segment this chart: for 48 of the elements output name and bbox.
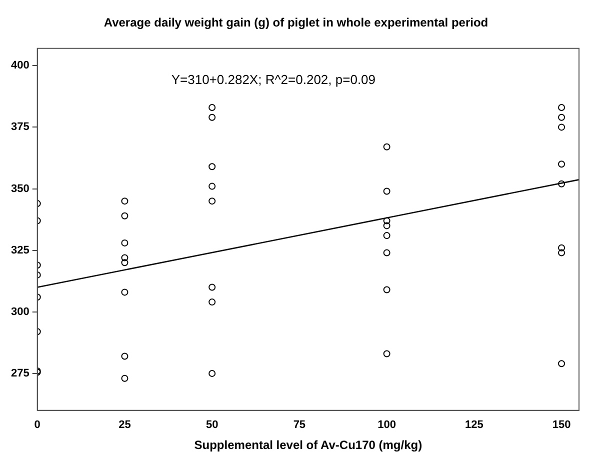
point bbox=[558, 124, 566, 131]
point bbox=[208, 163, 216, 170]
x-tick-label: 0 bbox=[34, 419, 40, 432]
annotation: Y=310+0.282X; R^2=0.202, p=0.09 bbox=[171, 72, 376, 87]
point bbox=[208, 114, 216, 121]
point bbox=[383, 188, 390, 195]
x-tick-label: 50 bbox=[206, 419, 218, 432]
point bbox=[383, 222, 390, 230]
y-tick-label: 400 bbox=[10, 60, 30, 72]
y-tick-label: 275 bbox=[10, 367, 30, 380]
point bbox=[121, 212, 128, 220]
point bbox=[558, 360, 566, 368]
point bbox=[121, 254, 128, 262]
y-tick-label: 375 bbox=[10, 121, 30, 134]
point bbox=[558, 114, 566, 121]
point bbox=[121, 288, 128, 296]
point bbox=[208, 104, 216, 111]
point bbox=[383, 217, 390, 224]
point bbox=[558, 249, 566, 256]
y-tick-label: 300 bbox=[10, 306, 30, 318]
x-tick-label: 75 bbox=[293, 419, 306, 432]
point bbox=[383, 286, 390, 294]
point bbox=[383, 143, 390, 150]
point bbox=[121, 374, 128, 382]
point bbox=[208, 198, 216, 205]
y-tick-label: 350 bbox=[10, 182, 30, 195]
point bbox=[383, 249, 390, 256]
y-tick-label: 325 bbox=[10, 244, 30, 256]
x-tick-label: 150 bbox=[552, 419, 571, 432]
x-tick-label: 125 bbox=[464, 419, 484, 432]
point bbox=[383, 350, 390, 358]
point bbox=[558, 180, 566, 188]
x-tick-label: 100 bbox=[378, 419, 396, 432]
point bbox=[121, 259, 128, 266]
point bbox=[208, 370, 216, 377]
chart-title: Average daily weight gain (g) of piglet in whole experimental period bbox=[104, 16, 488, 30]
point bbox=[383, 232, 390, 240]
point bbox=[208, 284, 216, 291]
point bbox=[121, 352, 128, 360]
point bbox=[208, 182, 216, 190]
point bbox=[121, 239, 128, 246]
point bbox=[558, 104, 566, 111]
point bbox=[558, 244, 566, 252]
point bbox=[121, 198, 128, 205]
x-tick-label: 25 bbox=[118, 419, 131, 432]
point bbox=[208, 298, 216, 306]
x-axis-title: Supplemental level of Av-Cu170 (mg/kg) bbox=[194, 438, 422, 452]
point bbox=[558, 160, 566, 168]
